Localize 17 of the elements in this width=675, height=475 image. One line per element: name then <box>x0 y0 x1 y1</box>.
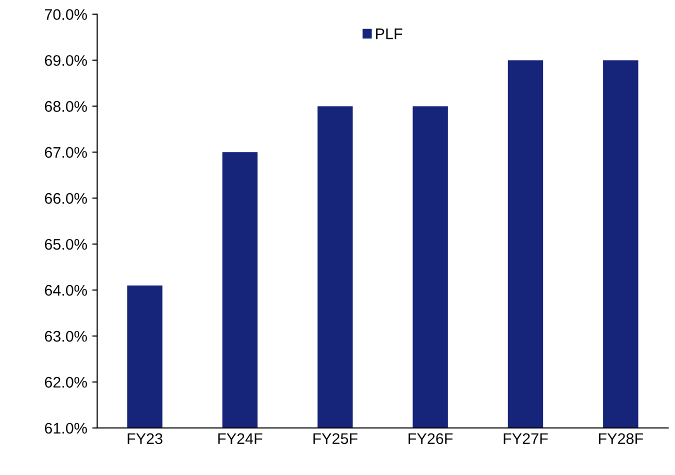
y-tick-label: 68.0% <box>44 101 87 112</box>
x-tick-label: FY23 <box>128 433 162 444</box>
legend-label: PLF <box>376 28 402 40</box>
y-tick-label: 61.0% <box>44 422 87 434</box>
x-tick-label: FY25F <box>313 433 358 444</box>
y-tick-label: 70.0% <box>44 9 87 20</box>
x-tick-label: FY26F <box>408 433 453 444</box>
y-tick-label: 65.0% <box>44 238 87 250</box>
y-tick-label: 69.0% <box>44 55 87 66</box>
x-tick-label: FY24F <box>218 433 262 444</box>
x-tick-label: FY28F <box>598 433 643 444</box>
y-tick-label: 63.0% <box>44 330 87 342</box>
y-tick-label: 67.0% <box>44 147 87 158</box>
y-tick-label: 66.0% <box>44 192 87 204</box>
y-tick-label: 62.0% <box>44 376 87 388</box>
y-tick-label: 64.0% <box>44 284 87 296</box>
x-tick-label: FY27F <box>504 433 548 444</box>
